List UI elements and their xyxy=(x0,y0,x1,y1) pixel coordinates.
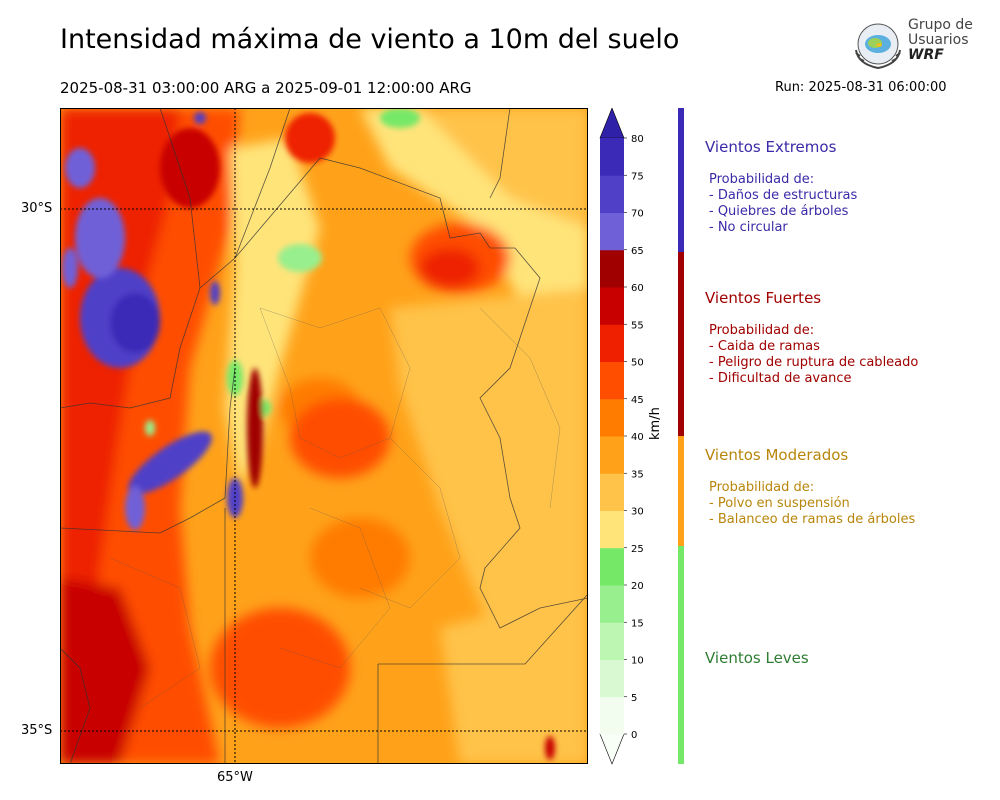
colorbar-tick-label: 65 xyxy=(631,246,644,257)
colorbar-tick-label: 30 xyxy=(631,507,644,518)
category-description-line: - No circular xyxy=(709,220,788,235)
category-description-line: - Peligro de ruptura de cableado xyxy=(709,355,919,370)
colorbar-segment xyxy=(600,287,624,325)
colorbar-tick-label: 15 xyxy=(631,618,644,629)
lat-label-30s: 30°S xyxy=(21,201,53,216)
globe-laurel-icon xyxy=(855,23,901,70)
category-description-line: - Caida de ramas xyxy=(709,339,820,354)
colorbar-tick-label: 45 xyxy=(631,395,644,406)
colorbar-tick-label: 25 xyxy=(631,544,644,555)
colorbar-tick-label: 20 xyxy=(631,581,644,592)
category-color-bar xyxy=(678,436,684,546)
colorbar-graphic: 0 5 10 15 20 25 30 35 40 45 50 55 60 65 70 75 80 xyxy=(599,107,644,765)
logo-line-2: Usuarios xyxy=(908,32,969,48)
colorbar-extend-top xyxy=(599,107,625,139)
colorbar-segment xyxy=(600,361,624,400)
colorbar-segment xyxy=(600,138,624,176)
colorbar-segment xyxy=(600,696,624,735)
colorbar-tick-label: 55 xyxy=(631,320,644,331)
logo-line-3: WRF xyxy=(908,47,944,63)
category-color-bar xyxy=(678,108,684,252)
colorbar-segment xyxy=(600,473,624,511)
colorbar-tick-label: 50 xyxy=(631,358,644,369)
colorbar-segment xyxy=(600,659,624,698)
colorbar-tick-label: 0 xyxy=(631,730,637,741)
wind-field xyxy=(60,108,588,764)
category-description-line: Probabilidad de: xyxy=(709,323,815,338)
colorbar-segment xyxy=(600,585,624,623)
colorbar-unit: km/h xyxy=(648,407,663,440)
colorbar-segment xyxy=(600,510,624,549)
logo-text: Grupo de Usuarios WRF xyxy=(908,18,973,63)
category-title: Vientos Leves xyxy=(705,649,809,667)
colorbar-tick-label: 35 xyxy=(631,469,644,480)
chart-title: Intensidad máxima de viento a 10m del su… xyxy=(60,24,680,55)
colorbar-segment xyxy=(600,547,624,586)
colorbar-segment xyxy=(600,622,624,660)
category-description-line: Probabilidad de: xyxy=(709,480,815,495)
wind-map xyxy=(60,108,588,764)
colorbar-segment xyxy=(600,398,624,437)
category-description: Probabilidad de: - Caida de ramas - Peligr… xyxy=(709,323,918,387)
colorbar-tick-label: 70 xyxy=(631,209,644,220)
lat-label-35s: 35°S xyxy=(21,723,53,738)
category-description-line: - Balanceo de ramas de árboles xyxy=(709,512,916,527)
colorbar-tick-label: 80 xyxy=(631,134,644,145)
colorbar-tick-label: 75 xyxy=(631,171,644,182)
category-description-line: - Quiebres de árboles xyxy=(709,204,849,219)
lon-label-65w: 65°W xyxy=(217,770,253,785)
category-title: Vientos Extremos xyxy=(705,138,837,156)
category-color-bar xyxy=(678,252,684,436)
colorbar-segment xyxy=(600,436,624,474)
logo xyxy=(848,16,968,72)
category-description: Probabilidad de: - Polvo en suspensión - B… xyxy=(709,480,915,528)
colorbar-tick-label: 5 xyxy=(631,693,637,704)
category-title: Vientos Moderados xyxy=(705,446,849,464)
colorbar-segment xyxy=(600,175,624,213)
colorbar-tick-label: 60 xyxy=(631,283,644,294)
colorbar-extend-bottom xyxy=(599,733,625,765)
colorbar-segment xyxy=(600,324,624,362)
category-color-bar xyxy=(678,546,684,764)
logo-line-1: Grupo de xyxy=(908,17,973,33)
colorbar-segment xyxy=(600,249,624,288)
category-description-line: - Daños de estructuras xyxy=(709,188,858,203)
run-timestamp: Run: 2025-08-31 06:00:00 xyxy=(775,80,947,95)
category-description-line: - Polvo en suspensión xyxy=(709,496,850,511)
category-title: Vientos Fuertes xyxy=(705,289,822,307)
category-description: Probabilidad de: - Daños de estructuras - … xyxy=(709,172,857,236)
forecast-period: 2025-08-31 03:00:00 ARG a 2025-09-01 12:… xyxy=(60,79,472,97)
colorbar-tick-label: 40 xyxy=(631,432,644,443)
category-description-line: - Dificultad de avance xyxy=(709,371,852,386)
colorbar-segment xyxy=(600,212,624,251)
colorbar-tick-label: 10 xyxy=(631,656,644,667)
category-description-line: Probabilidad de: xyxy=(709,172,815,187)
colorbar: 0 5 10 15 20 25 30 35 40 45 50 55 60 65 70 75 80 xyxy=(596,107,676,768)
